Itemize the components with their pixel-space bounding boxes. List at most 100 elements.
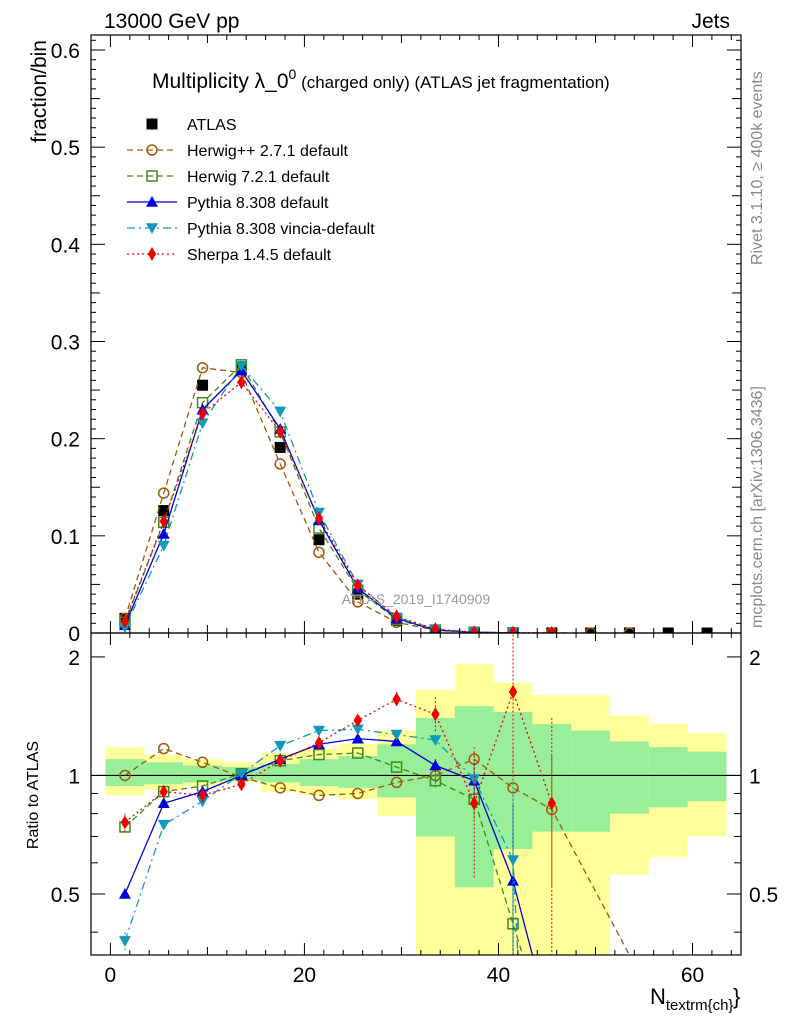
ratio-point-4-8: [431, 707, 440, 722]
ratio-point-3-6: [351, 724, 364, 736]
ratio-point-4-5: [314, 735, 324, 750]
legend-label-1: Herwig++ 2.7.1 default: [187, 143, 349, 160]
legend-label-0: ATLAS: [187, 117, 237, 134]
top-point-5-8: [431, 622, 440, 633]
ratio-point-3-3: [235, 768, 248, 780]
ratio-point-2-7: [390, 735, 403, 747]
x-tick-label-40: 40: [487, 964, 510, 987]
top-y-tick-label-0.2: 0.2: [51, 429, 80, 452]
top-point-4-4: [274, 406, 287, 418]
top-point-0-14: [662, 627, 674, 633]
band-green-13: [610, 741, 649, 814]
top-y-tick-label-0.1: 0.1: [51, 526, 80, 549]
mcplots-label: mcplots.cern.ch [arXiv:1306.3436]: [749, 386, 766, 628]
header-left: 13000 GeV pp: [104, 10, 239, 33]
top-point-5-9: [470, 625, 479, 633]
ratio-point-3-4: [274, 740, 287, 752]
ratio-point-4-10: [508, 684, 518, 699]
x-tick-label-0: 0: [105, 964, 117, 987]
bot-y-tick-label-right-2: 2: [749, 647, 761, 670]
top-point-1-4: [274, 458, 286, 470]
band-green-4: [260, 763, 300, 783]
top-point-5-5: [314, 511, 324, 526]
ratio-point-3-8: [429, 735, 442, 747]
legend-marker-1: [146, 144, 158, 156]
ratio-point-0-7: [390, 776, 403, 789]
legend: ATLAS Herwig++ 2.7.1 default Herwig 7.2.1 …: [127, 117, 375, 264]
ratio-point-4-0: [120, 815, 130, 830]
ratio-point-4-1: [159, 784, 168, 799]
ratio-series-3: [118, 724, 520, 955]
bot-y-tick-label-left-1: 1: [68, 765, 80, 788]
legend-entry-2: Herwig 7.2.1 default: [127, 169, 330, 186]
top-point-5-2: [198, 406, 207, 421]
top-y-tick-label-0: 0: [68, 623, 80, 646]
x-tick-label-60: 60: [681, 964, 704, 987]
top-point-1-5: [313, 546, 325, 559]
band-green-0: [105, 759, 145, 787]
ratio-point-4-4: [275, 753, 285, 768]
top-point-0-1: [158, 505, 170, 517]
ratio-point-0-4: [274, 782, 286, 794]
bottom-plot: [118, 634, 631, 955]
top-point-4-3: [235, 360, 248, 372]
legend-label-3: Pythia 8.308 default: [187, 195, 329, 212]
legend-marker-0: [146, 118, 158, 130]
band-green-15: [687, 751, 727, 802]
legend-entry-3: Pythia 8.308 default: [127, 195, 329, 212]
legend-marker-5: [147, 247, 157, 261]
ratio-point-4-11: [547, 796, 557, 811]
header-right: Jets: [691, 10, 730, 33]
uncertainty-bands: [105, 663, 727, 955]
ratio-point-2-8: [429, 759, 442, 771]
ratio-point-1-8: [429, 774, 442, 787]
ratio-point-0-2: [196, 756, 209, 769]
legend-marker-2: [146, 170, 158, 182]
plot-title-main: Multiplicity λ_0: [152, 70, 289, 93]
top-point-5-6: [353, 578, 362, 593]
plot-title-sup: 0: [289, 66, 297, 82]
top-y-tick-label-0.3: 0.3: [51, 332, 80, 355]
top-point-5-10: [508, 625, 518, 633]
axis-ticks: 0 20 40 60 0 0.1 0.2 0.3 0.4 0.5 0.6 0.5 0.5 1 1 2 2: [51, 35, 778, 987]
ratio-series-line-1: [124, 752, 524, 955]
plot-title: Multiplicity λ_00 (charged only) (ATLAS …: [152, 66, 610, 93]
legend-entry-0: ATLAS: [146, 117, 237, 134]
x-tick-label-20: 20: [293, 964, 316, 987]
plot-title-suffix: (charged only) (ATLAS jet fragmentation): [296, 73, 609, 92]
legend-entry-4: Pythia 8.308 vincia-default: [127, 221, 375, 238]
legend-marker-3: [146, 196, 158, 207]
bottom-xlabel: Ntextrm{ch}: [650, 984, 733, 1014]
top-point-1-1: [158, 487, 170, 499]
ratio-point-1-6: [352, 747, 364, 759]
bot-y-tick-label-left-2: 2: [68, 647, 80, 670]
top-point-5-11: [547, 625, 557, 633]
top-series-5: [120, 375, 557, 633]
legend-label-4: Pythia 8.308 vincia-default: [187, 221, 375, 238]
ratio-point-2-1: [157, 797, 170, 809]
ratio-point-3-5: [312, 725, 325, 737]
top-point-5-1: [159, 514, 168, 529]
bot-y-tick-label-left-0.5: 0.5: [51, 884, 80, 907]
band-green-1: [144, 762, 184, 785]
ratio-point-3-1: [157, 819, 170, 831]
bottom-panel-frame: [90, 632, 742, 956]
ratio-point-0-5: [313, 789, 325, 802]
top-point-0-12: [585, 627, 597, 633]
legend-entry-1: Herwig++ 2.7.1 default: [127, 143, 349, 160]
top-point-0-5: [313, 534, 325, 546]
ratio-series-line-2: [124, 738, 534, 955]
ratio-point-2-6: [351, 732, 364, 744]
legend-label-5: Sherpa 1.4.5 default: [187, 247, 332, 264]
band-green-6: [338, 756, 378, 788]
top-point-5-3: [237, 375, 246, 390]
ratio-point-4-9: [470, 796, 479, 811]
top-point-0-13: [623, 627, 635, 633]
top-point-0-6: [352, 588, 364, 600]
top-ylabel: fraction/bin: [28, 40, 51, 143]
bottom-xlabel-sub: textrm{ch}: [666, 997, 734, 1014]
top-y-tick-label-0.6: 0.6: [51, 40, 80, 63]
bottom-xlabel-brace: }: [733, 984, 740, 1009]
top-point-3-1: [157, 527, 170, 539]
ratio-point-3-0: [118, 936, 131, 947]
